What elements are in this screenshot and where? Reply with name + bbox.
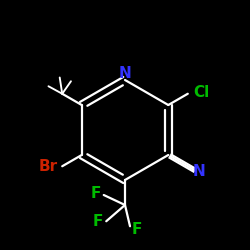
Text: Br: Br	[38, 159, 58, 174]
Text: F: F	[131, 222, 141, 238]
Text: F: F	[93, 214, 103, 229]
Text: F: F	[90, 186, 101, 201]
Text: N: N	[119, 66, 132, 81]
Text: N: N	[192, 164, 205, 179]
Text: Cl: Cl	[193, 85, 210, 100]
